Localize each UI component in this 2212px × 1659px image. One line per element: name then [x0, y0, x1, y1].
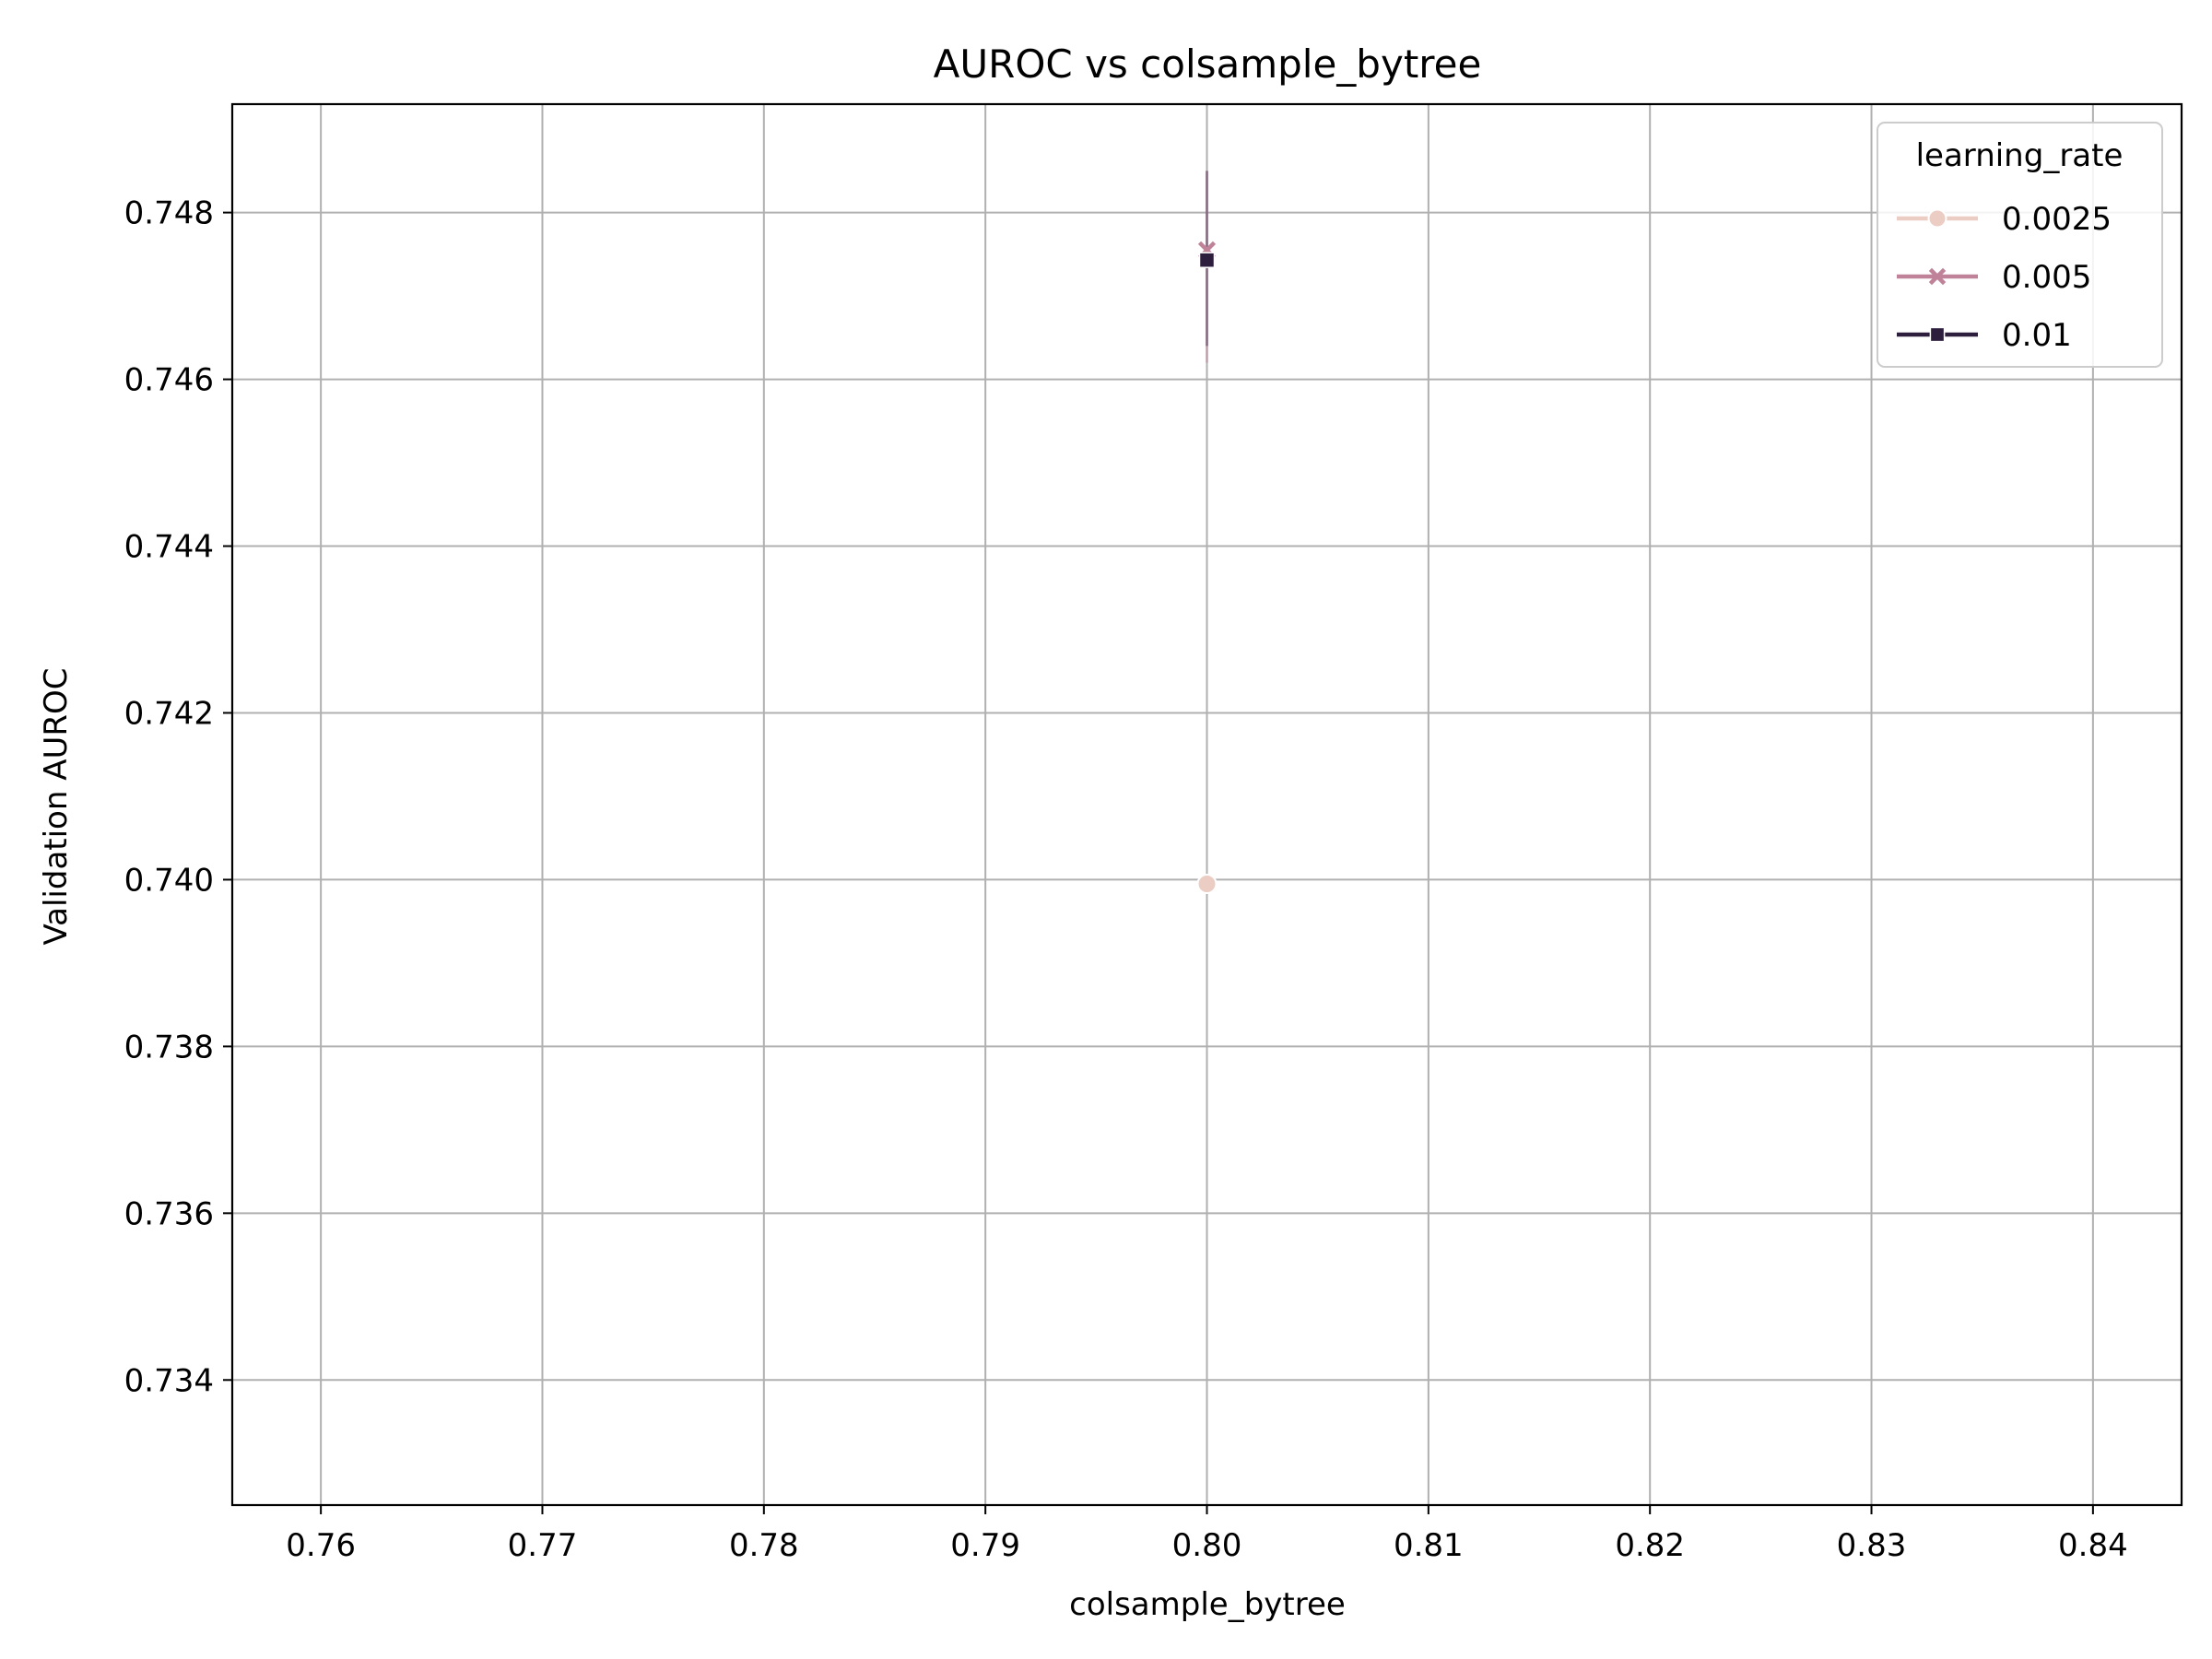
y-axis-label: Validation AUROC [38, 668, 75, 946]
data-markers [1196, 241, 1218, 894]
x-tick-label: 0.84 [2058, 1527, 2128, 1564]
y-axis-ticks: 0.734 0.736 0.738 0.740 0.742 0.744 0.746 0.748 [124, 195, 232, 1399]
legend-label-0.0025: 0.0025 [2002, 201, 2112, 238]
x-tick-label: 0.77 [508, 1527, 578, 1564]
legend-entries: 0.0025 0.005 0.01 [1897, 201, 2112, 354]
chart-title: AUROC vs colsample_bytree [934, 41, 1482, 87]
y-tick-label: 0.740 [124, 862, 214, 899]
y-tick-label: 0.736 [124, 1195, 214, 1232]
y-tick-label: 0.748 [124, 195, 214, 232]
y-tick-label: 0.734 [124, 1362, 214, 1399]
x-axis-label: colsample_bytree [1069, 1586, 1346, 1623]
x-tick-label: 0.82 [1615, 1527, 1685, 1564]
x-axis-ticks: 0.76 0.77 0.78 0.79 0.80 0.81 0.82 0.83 0.84 [286, 1505, 2128, 1564]
x-tick-label: 0.78 [729, 1527, 799, 1564]
legend-title: learning_rate [1916, 137, 2124, 174]
legend-marker-0.0025 [1927, 208, 1947, 229]
legend-box [1877, 122, 2163, 368]
y-tick-label: 0.746 [124, 362, 214, 399]
y-tick-label: 0.742 [124, 695, 214, 732]
x-tick-label: 0.79 [950, 1527, 1020, 1564]
data-point-0.01 [1198, 252, 1216, 268]
data-point-0.0025 [1196, 873, 1218, 894]
x-tick-label: 0.83 [1837, 1527, 1907, 1564]
x-tick-label: 0.81 [1394, 1527, 1464, 1564]
legend-label-0.005: 0.005 [2002, 259, 2091, 296]
legend: learning_rate 0.0025 0.005 0.01 [1877, 122, 2163, 368]
legend-marker-0.005 [1928, 267, 1947, 286]
y-tick-label: 0.738 [124, 1029, 214, 1065]
legend-label-0.01: 0.01 [2002, 317, 2072, 354]
y-tick-label: 0.744 [124, 529, 214, 566]
legend-marker-0.01 [1929, 326, 1946, 343]
x-tick-label: 0.76 [286, 1527, 356, 1564]
x-tick-label: 0.80 [1172, 1527, 1242, 1564]
